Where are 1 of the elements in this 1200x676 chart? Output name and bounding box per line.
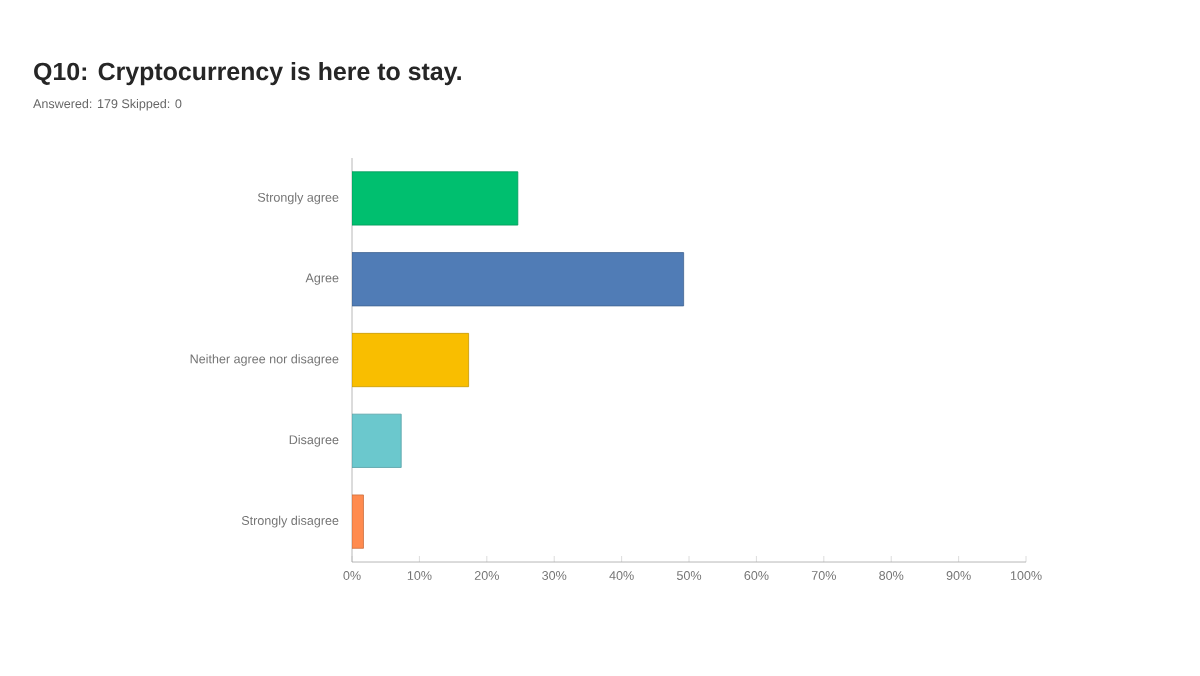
chart-title: Q10: Cryptocurrency is here to stay. (34, 61, 461, 86)
